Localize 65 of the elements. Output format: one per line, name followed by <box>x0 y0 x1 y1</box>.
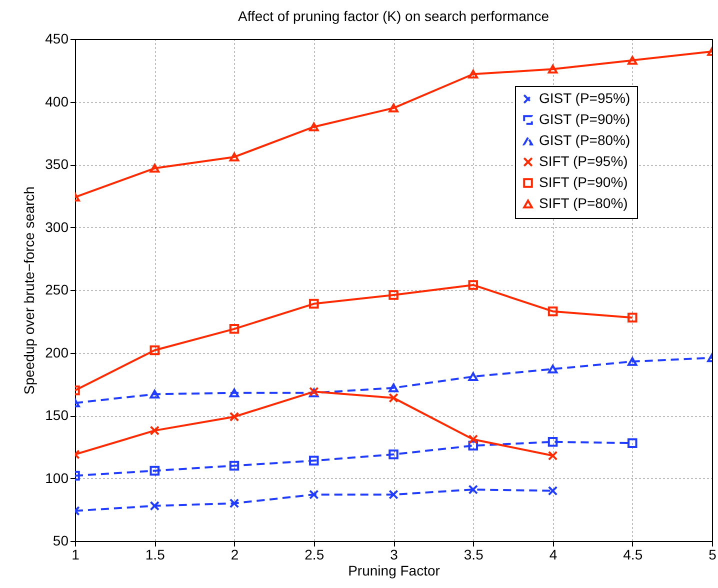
x-tick-label: 4.5 <box>623 546 643 562</box>
point <box>150 164 160 173</box>
y-tick-label: 250 <box>45 282 69 298</box>
y-tick-label: 200 <box>45 344 69 360</box>
y-tick-label: 150 <box>45 407 69 423</box>
x-axis-title: Pruning Factor <box>348 562 440 578</box>
legend-label: SIFT (P=95%) <box>539 153 628 169</box>
point <box>468 70 478 78</box>
y-tick-label: 350 <box>45 156 69 172</box>
point <box>309 298 319 309</box>
point <box>628 438 638 448</box>
x-tick-label: 3 <box>390 546 398 562</box>
point <box>548 486 558 496</box>
point <box>150 466 160 476</box>
point <box>229 412 240 422</box>
x-tick-label: 5 <box>708 546 717 562</box>
legend-label: GIST (P=95%) <box>539 90 630 106</box>
legend-label: SIFT (P=90%) <box>539 174 628 190</box>
point <box>388 393 398 403</box>
point <box>229 324 240 334</box>
point <box>388 450 398 460</box>
point <box>150 390 160 399</box>
point <box>628 357 638 366</box>
point <box>548 436 558 447</box>
y-tick-label: 400 <box>45 93 69 110</box>
point <box>468 372 478 381</box>
y-tick-label: 300 <box>45 218 69 235</box>
point <box>548 450 558 461</box>
point <box>548 364 558 374</box>
point <box>150 426 160 436</box>
point <box>548 306 558 316</box>
y-tick-label: 450 <box>45 30 69 46</box>
point <box>150 345 160 356</box>
point <box>468 280 478 290</box>
point <box>468 434 478 444</box>
point <box>309 456 319 466</box>
point <box>229 460 240 471</box>
point <box>468 440 478 450</box>
point <box>628 312 638 322</box>
point <box>548 64 558 74</box>
point <box>628 56 638 65</box>
legend-label: SIFT (P=80%) <box>539 195 628 211</box>
point <box>388 290 398 300</box>
point <box>468 484 478 494</box>
legend-label: GIST (P=80%) <box>539 132 630 148</box>
point <box>388 384 398 392</box>
x-tick-label: 1 <box>72 546 80 562</box>
point <box>309 490 319 500</box>
legend-label: GIST (P=90%) <box>539 111 630 127</box>
point <box>150 500 160 511</box>
chart-title: Affect of pruning factor (K) on search performance <box>238 8 550 24</box>
y-axis-title: Speedup over brute−force search <box>21 186 38 395</box>
y-tick-label: 100 <box>45 470 69 486</box>
point <box>229 498 240 508</box>
x-tick-label: 2 <box>230 546 239 562</box>
x-tick-label: 1.5 <box>145 546 166 562</box>
x-tick-label: 4 <box>549 546 558 562</box>
point <box>229 388 240 398</box>
point <box>309 122 319 132</box>
x-tick-label: 3.5 <box>464 546 484 562</box>
point <box>229 152 240 162</box>
point <box>388 104 398 112</box>
point <box>388 490 398 500</box>
y-tick-label: 50 <box>52 532 69 548</box>
x-tick-label: 2.5 <box>304 546 324 562</box>
